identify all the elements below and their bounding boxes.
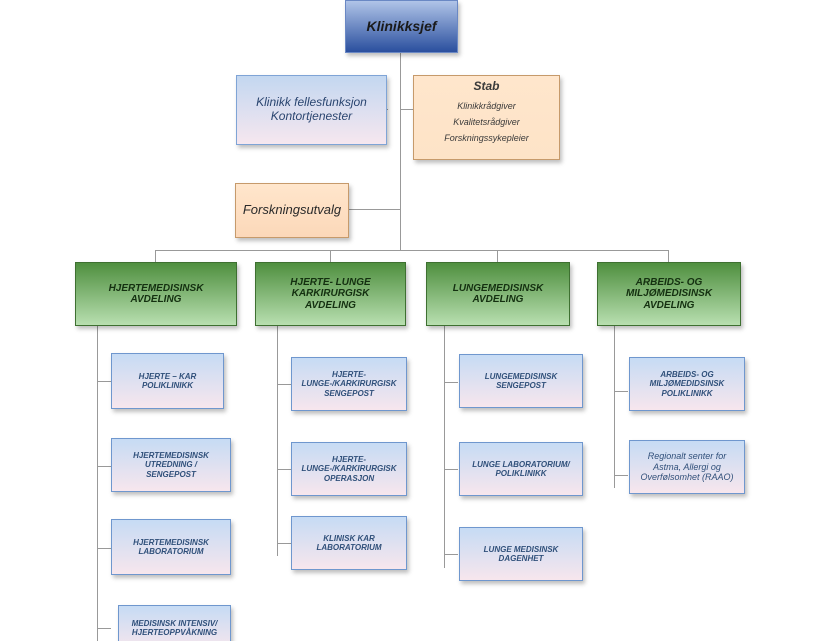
root-klinikksjef: Klinikksjef	[345, 0, 458, 53]
unit-line: POLIKLINIKK	[661, 389, 712, 398]
connector	[97, 628, 111, 629]
unit-line: HJERTEMEDISINSK	[133, 538, 209, 547]
connector	[97, 466, 111, 467]
unit-s32: LUNGE LABORATORIUM/POLIKLINIKK	[459, 442, 583, 496]
unit-line: HJERTE – KAR POLIKLINIKK	[116, 372, 219, 390]
stab-line: Klinikkrådgiver	[457, 101, 516, 111]
connector	[97, 381, 111, 382]
dept-d2: HJERTE- LUNGE KARKIRURGISKAVDELING	[255, 262, 406, 326]
connector	[97, 548, 111, 549]
unit-line: HJERTEOPPVÅKNING	[132, 628, 217, 637]
dept-line: ARBEIDS- OG MILJØMEDISINSK	[602, 277, 736, 300]
connector	[614, 326, 615, 488]
connector	[277, 469, 291, 470]
unit-s14: MEDISINSK INTENSIV/HJERTEOPPVÅKNING	[118, 605, 231, 641]
dept-d4: ARBEIDS- OG MILJØMEDISINSKAVDELING	[597, 262, 741, 326]
unit-line: LUNGEMEDISINSK SENGEPOST	[464, 372, 578, 390]
unit-line: HJERTE-LUNGE-/KARKIRURGISK	[296, 370, 402, 388]
unit-line: Astma, Allergi og	[653, 462, 721, 472]
dept-d3: LUNGEMEDISINSKAVDELING	[426, 262, 570, 326]
unit-line: LUNGE MEDISINSK DAGENHET	[464, 545, 578, 563]
unit-s42: Regionalt senter forAstma, Allergi ogOve…	[629, 440, 745, 494]
connector	[400, 109, 413, 110]
unit-s31: LUNGEMEDISINSK SENGEPOST	[459, 354, 583, 408]
unit-line: HJERTE-LUNGE-/KARKIRURGISK	[296, 455, 402, 473]
unit-s33: LUNGE MEDISINSK DAGENHET	[459, 527, 583, 581]
connector	[400, 53, 401, 250]
connector	[444, 554, 458, 555]
unit-s22: HJERTE-LUNGE-/KARKIRURGISKOPERASJON	[291, 442, 407, 496]
unit-line: LUNGE LABORATORIUM/	[472, 460, 569, 469]
connector	[387, 109, 388, 110]
dept-line: AVDELING	[131, 294, 182, 306]
box-forskningsutvalg: Forskningsutvalg	[235, 183, 349, 238]
connector	[155, 250, 668, 251]
dept-line: HJERTE- LUNGE KARKIRURGISK	[260, 277, 401, 300]
connector	[444, 326, 445, 568]
connector	[614, 475, 628, 476]
connector	[330, 250, 331, 262]
stab-line: Kvalitetsrådgiver	[453, 117, 520, 127]
unit-line: SENGEPOST	[324, 389, 374, 398]
unit-s11: HJERTE – KAR POLIKLINIKK	[111, 353, 224, 409]
unit-line: LABORATORIUM	[138, 547, 203, 556]
box-fellesfunksjon: Klinikk fellesfunksjonKontortjenester	[236, 75, 387, 145]
stab-title: Stab	[473, 80, 499, 94]
connector	[444, 382, 458, 383]
unit-line: MEDISINSK INTENSIV/	[132, 619, 218, 628]
unit-s23: KLINISK KAR LABORATORIUM	[291, 516, 407, 570]
felles-line: Klinikk fellesfunksjon	[256, 96, 367, 110]
dept-line: AVDELING	[305, 300, 356, 312]
dept-line: AVDELING	[473, 294, 524, 306]
connector	[277, 326, 278, 556]
connector	[444, 469, 458, 470]
org-chart: Klinikksjef Klinikk fellesfunksjonKontort…	[0, 0, 829, 641]
felles-line: Kontortjenester	[271, 110, 352, 124]
box-stab: Stab Klinikkrådgiver Kvalitetsrådgiver Fors…	[413, 75, 560, 160]
unit-line: Regionalt senter for	[648, 451, 727, 461]
unit-line: ARBEIDS- OG MILJØMEDIDSINSK	[634, 370, 740, 388]
connector	[155, 250, 156, 262]
dept-line: LUNGEMEDISINSK	[453, 283, 544, 295]
connector	[497, 250, 498, 262]
unit-line: SENGEPOST	[146, 470, 196, 479]
connector	[97, 326, 98, 641]
unit-s41: ARBEIDS- OG MILJØMEDIDSINSKPOLIKLINIKK	[629, 357, 745, 411]
unit-line: POLIKLINIKK	[495, 469, 546, 478]
unit-line: OPERASJON	[324, 474, 374, 483]
unit-line: HJERTEMEDISINSK UTREDNING /	[116, 451, 226, 469]
connector	[349, 209, 400, 210]
connector	[668, 250, 669, 262]
unit-s12: HJERTEMEDISINSK UTREDNING /SENGEPOST	[111, 438, 231, 492]
dept-line: HJERTEMEDISINSK	[109, 283, 204, 295]
root-label: Klinikksjef	[366, 18, 436, 34]
unit-line: KLINISK KAR LABORATORIUM	[296, 534, 402, 552]
connector	[614, 391, 628, 392]
connector	[277, 384, 291, 385]
unit-line: Overfølsomhet (RAAO)	[640, 472, 733, 482]
dept-d1: HJERTEMEDISINSKAVDELING	[75, 262, 237, 326]
dept-line: AVDELING	[644, 300, 695, 312]
connector	[277, 543, 291, 544]
stab-line: Forskningssykepleier	[444, 133, 529, 143]
unit-s21: HJERTE-LUNGE-/KARKIRURGISKSENGEPOST	[291, 357, 407, 411]
forsk-label: Forskningsutvalg	[243, 203, 341, 218]
unit-s13: HJERTEMEDISINSKLABORATORIUM	[111, 519, 231, 575]
